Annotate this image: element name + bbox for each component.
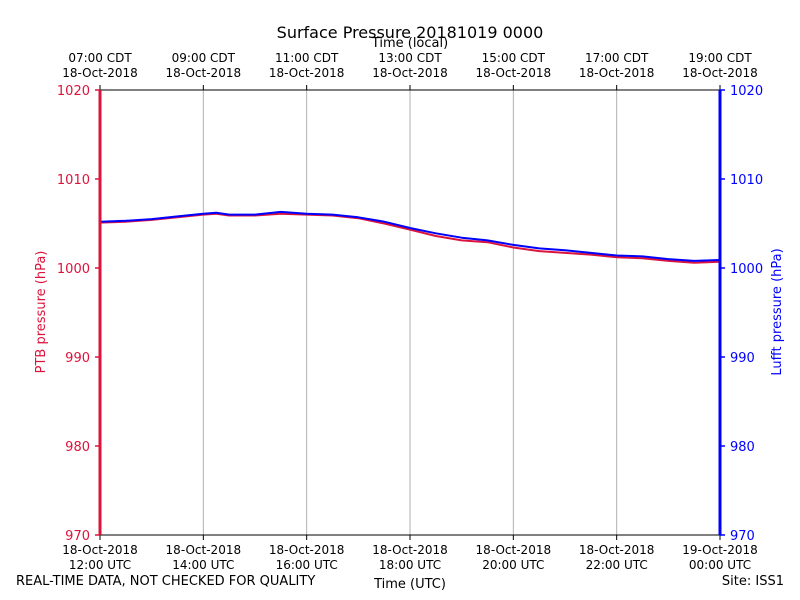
x-tick-date-label: 18-Oct-2018	[372, 543, 448, 557]
right-y-tick-label: 990	[730, 351, 755, 366]
data-series	[99, 210, 721, 264]
series-line-lufft-pressure	[99, 210, 721, 262]
x-tick-date-label: 18-Oct-2018	[269, 543, 345, 557]
top-tick-time-label: 07:00 CDT	[68, 51, 132, 65]
right-axis-label: Lufft pressure (hPa)	[770, 248, 785, 375]
left-y-tick-label: 1020	[57, 84, 90, 99]
top-tick-date-label: 18-Oct-2018	[269, 66, 345, 80]
x-tick-date-label: 18-Oct-2018	[579, 543, 655, 557]
top-tick-date-label: 18-Oct-2018	[476, 66, 552, 80]
top-tick-date-label: 18-Oct-2018	[62, 66, 138, 80]
top-tick-time-label: 11:00 CDT	[275, 51, 339, 65]
left-y-tick-label: 970	[65, 529, 90, 544]
x-tick-date-label: 19-Oct-2018	[682, 543, 758, 557]
top-tick-date-label: 18-Oct-2018	[166, 66, 242, 80]
top-tick-time-label: 15:00 CDT	[482, 51, 546, 65]
x-tick-date-label: 18-Oct-2018	[166, 543, 242, 557]
x-tick-time-label: 18:00 UTC	[379, 558, 441, 572]
top-tick-time-label: 09:00 CDT	[172, 51, 236, 65]
x-tick-time-label: 14:00 UTC	[172, 558, 234, 572]
right-y-tick-label: 970	[730, 529, 755, 544]
top-axis-label: Time (local)	[371, 36, 448, 51]
top-tick-date-label: 18-Oct-2018	[682, 66, 758, 80]
left-y-tick-label: 990	[65, 351, 90, 366]
right-y-tick-label: 1000	[730, 262, 763, 277]
right-y-tick-label: 1010	[730, 173, 763, 188]
right-y-tick-label: 980	[730, 440, 755, 455]
x-tick-date-label: 18-Oct-2018	[476, 543, 552, 557]
top-tick-date-label: 18-Oct-2018	[372, 66, 448, 80]
x-tick-time-label: 12:00 UTC	[69, 558, 131, 572]
left-y-tick-label: 980	[65, 440, 90, 455]
chart-title: Surface Pressure 20181019 0000	[277, 23, 544, 42]
x-tick-time-label: 20:00 UTC	[482, 558, 544, 572]
left-y-tick-label: 1010	[57, 173, 90, 188]
x-tick-time-label: 22:00 UTC	[586, 558, 648, 572]
x-tick-date-label: 18-Oct-2018	[62, 543, 138, 557]
top-tick-time-label: 13:00 CDT	[378, 51, 442, 65]
x-tick-time-label: 00:00 UTC	[689, 558, 751, 572]
left-y-tick-label: 1000	[57, 262, 90, 277]
grid-lines	[202, 90, 618, 535]
site-label: Site: ISS1	[721, 574, 784, 589]
top-tick-time-label: 17:00 CDT	[585, 51, 649, 65]
top-tick-time-label: 19:00 CDT	[688, 51, 752, 65]
x-tick-time-label: 16:00 UTC	[276, 558, 338, 572]
top-tick-date-label: 18-Oct-2018	[579, 66, 655, 80]
left-axis-label: PTB pressure (hPa)	[34, 251, 49, 374]
quality-disclaimer: REAL-TIME DATA, NOT CHECKED FOR QUALITY	[16, 574, 316, 589]
right-y-tick-label: 1020	[730, 84, 763, 99]
x-axis-label: Time (UTC)	[373, 577, 446, 592]
